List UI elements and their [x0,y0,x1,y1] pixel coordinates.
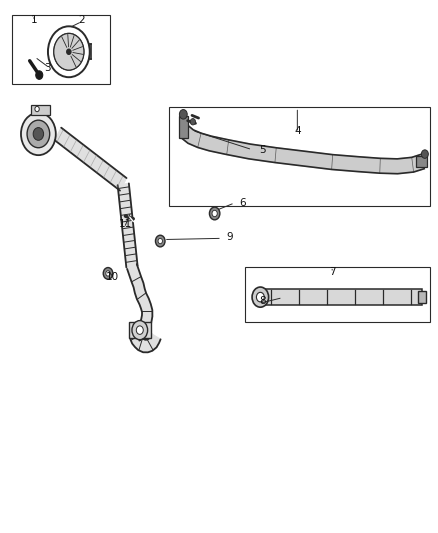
Circle shape [180,110,187,119]
Polygon shape [127,264,161,352]
Text: 3: 3 [44,63,50,72]
Bar [12,14,110,84]
Circle shape [67,49,71,54]
Polygon shape [55,128,127,191]
Circle shape [256,292,264,302]
Text: 2: 2 [78,15,85,25]
Circle shape [103,268,113,279]
Bar [245,266,430,322]
Circle shape [36,71,43,79]
Text: 7: 7 [329,267,336,277]
Circle shape [209,207,220,220]
Circle shape [421,150,428,158]
Circle shape [158,238,162,244]
Text: 4: 4 [294,126,300,136]
Polygon shape [118,183,138,268]
Text: 8: 8 [259,296,266,306]
Circle shape [190,118,195,125]
Circle shape [132,320,148,340]
Circle shape [155,235,165,247]
Circle shape [106,271,110,276]
Text: 10: 10 [106,272,119,282]
Text: 6: 6 [240,198,246,208]
Circle shape [33,127,44,140]
Text: 1: 1 [31,15,37,25]
Text: 9: 9 [226,232,233,243]
Circle shape [21,113,56,155]
Circle shape [212,211,217,216]
Bar [169,108,430,206]
Circle shape [136,326,143,334]
Circle shape [54,34,84,70]
Bar [416,156,427,167]
Circle shape [27,120,49,148]
Text: 5: 5 [259,145,266,155]
Polygon shape [181,125,424,174]
Bar [31,105,50,115]
Text: 11: 11 [119,219,132,229]
Circle shape [35,107,39,112]
Bar [179,116,187,138]
Bar [418,291,426,303]
Circle shape [252,287,268,307]
Bar [260,289,422,305]
Bar [129,322,151,338]
